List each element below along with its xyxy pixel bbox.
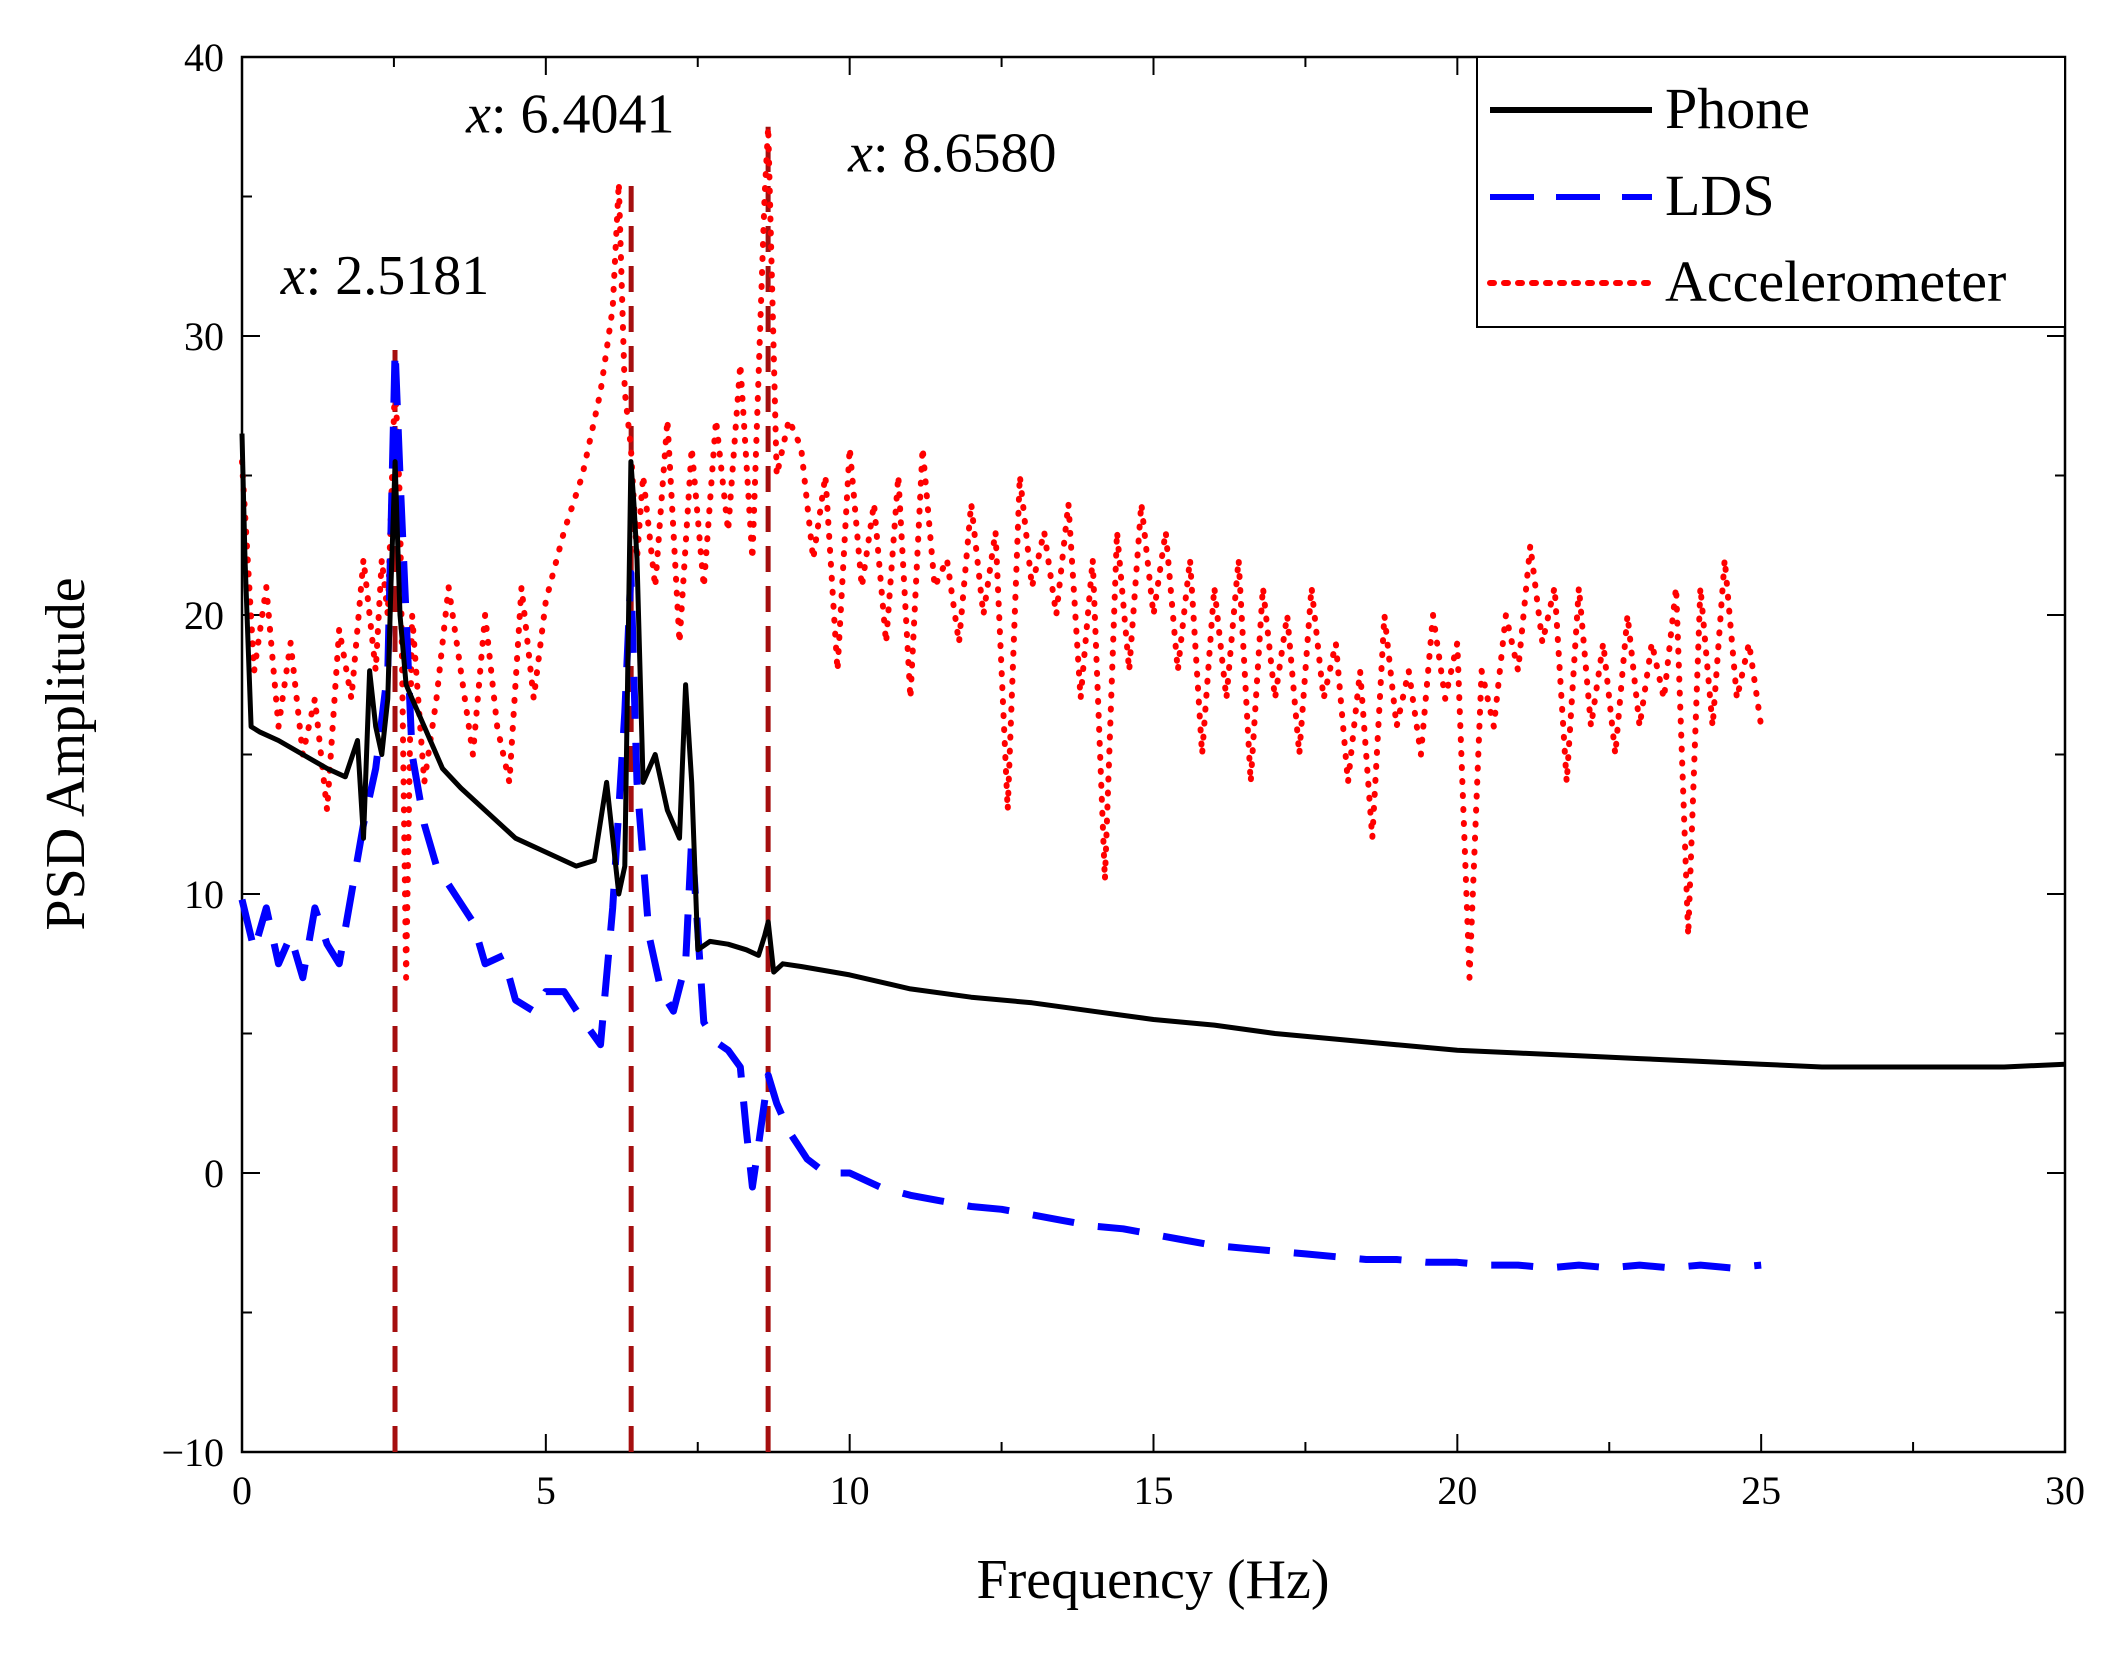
x-tick-label: 0 (232, 1468, 252, 1513)
legend: Phone LDS Accelerometer (1476, 56, 2066, 328)
y-tick-label: −10 (161, 1430, 224, 1475)
legend-label-phone: Phone (1665, 76, 1810, 141)
y-tick-label: 30 (184, 314, 224, 359)
peak-annotations: x: 2.5181 x: 6.4041 x: 8.6580 (280, 83, 1057, 307)
peak-annotation-label: x: 6.4041 (465, 83, 674, 145)
series-line-phone (239, 433, 2066, 1070)
x-tick-label: 30 (2045, 1468, 2085, 1513)
legend-label-accelerometer: Accelerometer (1665, 249, 2006, 314)
x-axis-title: Frequency (Hz) (977, 1549, 1330, 1611)
x-tick-label: 10 (830, 1468, 870, 1513)
x-tick-label: 5 (536, 1468, 556, 1513)
y-tick-label: 40 (184, 35, 224, 80)
x-tick-label: 20 (1437, 1468, 1477, 1513)
y-tick-label: 20 (184, 593, 224, 638)
peak-annotation-label: x: 8.6580 (847, 122, 1056, 184)
y-tick-label: 10 (184, 872, 224, 917)
y-axis-title: PSD Amplitude (35, 577, 97, 930)
series-line-lds (238, 346, 1762, 1272)
y-tick-label: 0 (204, 1151, 224, 1196)
peak-annotation-label: x: 2.5181 (280, 245, 489, 307)
x-tick-label: 15 (1134, 1468, 1174, 1513)
data-series (238, 123, 2066, 1272)
peak-marker-lines (392, 126, 771, 1452)
legend-label-lds: LDS (1665, 163, 1775, 228)
series-line-accelerometer (239, 123, 1765, 981)
x-tick-label: 25 (1741, 1468, 1781, 1513)
